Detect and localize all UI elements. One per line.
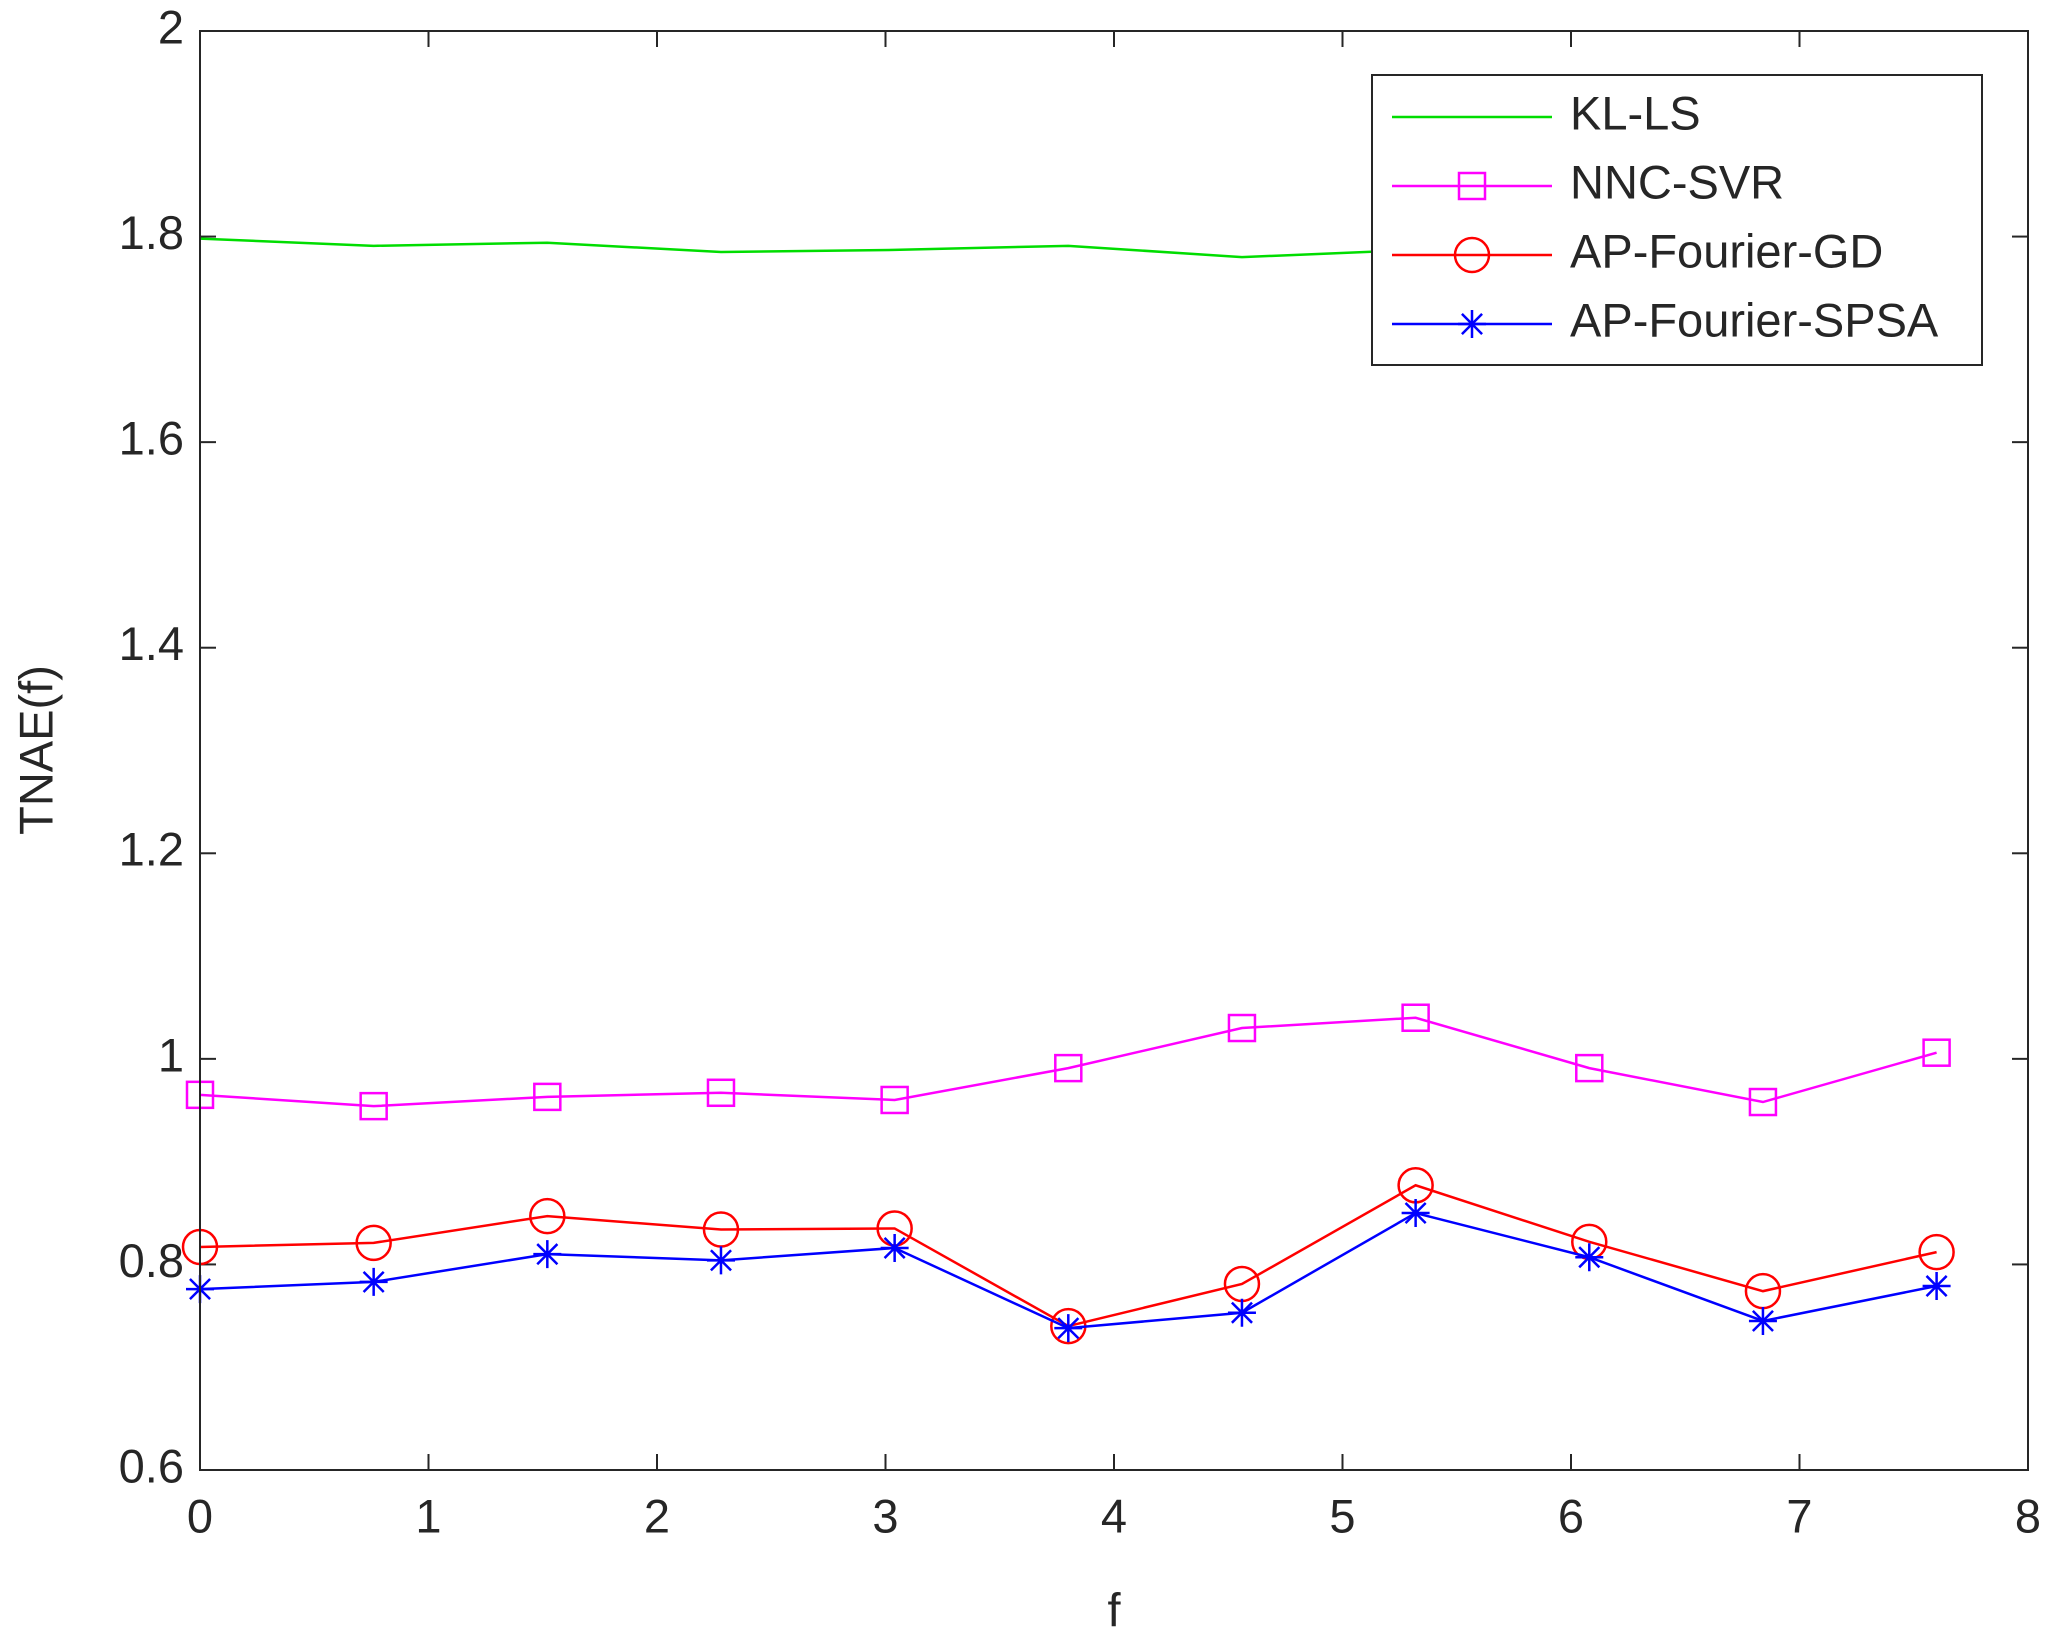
y-tick-label: 2 bbox=[158, 0, 184, 53]
marker-square bbox=[1748, 1087, 1778, 1117]
legend-label: NNC-SVR bbox=[1570, 155, 1784, 208]
x-tick-label: 2 bbox=[644, 1489, 670, 1542]
marker-star bbox=[1227, 1298, 1256, 1327]
marker-star bbox=[1575, 1243, 1604, 1272]
legend-label: AP-Fourier-SPSA bbox=[1570, 293, 1939, 346]
x-tick-label: 7 bbox=[1786, 1489, 1812, 1542]
legend-label: KL-LS bbox=[1570, 86, 1701, 139]
marker-star bbox=[1748, 1306, 1777, 1335]
y-tick-label: 0.8 bbox=[119, 1234, 184, 1287]
marker-star bbox=[706, 1246, 735, 1275]
x-tick-label: 1 bbox=[415, 1489, 441, 1542]
series-line bbox=[199, 1016, 1937, 1108]
legend-label: AP-Fourier-GD bbox=[1570, 224, 1883, 277]
marker-star bbox=[1458, 310, 1486, 338]
marker-circle bbox=[1918, 1233, 1955, 1271]
x-tick-label: 6 bbox=[1558, 1489, 1584, 1542]
x-tick-label: 5 bbox=[1329, 1489, 1355, 1542]
marker-star bbox=[359, 1267, 388, 1296]
marker-square bbox=[1457, 171, 1487, 201]
marker-star bbox=[880, 1233, 909, 1262]
y-tick-label: 1.8 bbox=[119, 206, 184, 259]
x-tick-label: 4 bbox=[1101, 1489, 1127, 1542]
y-tick-label: 1.2 bbox=[119, 823, 184, 876]
x-tick-label: 8 bbox=[2015, 1489, 2041, 1542]
marker-star bbox=[1401, 1199, 1430, 1228]
x-tick-label: 0 bbox=[187, 1489, 213, 1542]
marker-square bbox=[1227, 1013, 1257, 1043]
axes-box bbox=[199, 30, 2029, 1471]
marker-circle bbox=[355, 1224, 392, 1262]
marker-star bbox=[533, 1240, 562, 1269]
marker-star bbox=[1054, 1314, 1083, 1343]
legend-box bbox=[1371, 74, 1983, 366]
marker-square bbox=[880, 1085, 909, 1115]
x-tick-label: 3 bbox=[872, 1489, 898, 1542]
y-tick-label: 1.6 bbox=[119, 412, 184, 465]
y-axis-label: TNAE(f) bbox=[9, 665, 62, 835]
marker-square bbox=[1575, 1053, 1604, 1083]
y-tick-label: 1.4 bbox=[119, 617, 184, 670]
marker-square bbox=[706, 1078, 736, 1108]
marker-circle bbox=[529, 1197, 566, 1235]
marker-square bbox=[1054, 1053, 1083, 1083]
marker-star bbox=[1922, 1272, 1951, 1301]
x-axis-label: f bbox=[1107, 1583, 1121, 1636]
y-tick-label: 1 bbox=[158, 1028, 184, 1081]
y-tick-label: 0.6 bbox=[119, 1439, 184, 1492]
marker-square bbox=[1922, 1038, 1951, 1067]
marker-square bbox=[359, 1091, 388, 1121]
marker-square bbox=[1401, 1003, 1430, 1032]
marker-circle bbox=[1453, 236, 1491, 274]
marker-square bbox=[533, 1082, 562, 1112]
